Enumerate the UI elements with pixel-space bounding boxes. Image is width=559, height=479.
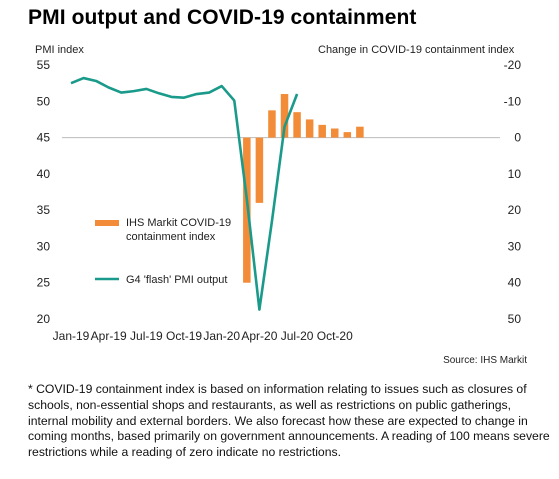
source-note: Source: IHS Markit [443,355,527,366]
right-tick-0: 0 [514,131,521,145]
left-tick-35: 35 [37,203,51,217]
left-tick-45: 45 [37,131,51,145]
footnote: * COVID-19 containment index is based on… [28,382,550,460]
containment-bar-2020-04 [255,137,264,203]
left-axis-title: PMI index [35,44,84,56]
containment-bar-2020-08 [305,119,314,138]
containment-bar-2020-09 [318,124,326,138]
right-tick-20: 20 [508,203,522,217]
pmi-output-line [70,76,299,311]
right-tick--20: -20 [504,58,522,72]
legend-swatch-containment [95,220,119,226]
left-axis-ticks: 20 25 30 35 40 45 50 55 [37,58,51,326]
left-tick-25: 25 [37,276,51,290]
left-tick-50: 50 [37,94,51,108]
right-tick-10: 10 [508,167,522,181]
right-axis-ticks: -20 -10 0 10 20 30 40 50 [504,58,522,326]
containment-bars [243,94,364,283]
x-tick-apr-20: Apr-20 [241,329,277,343]
left-tick-55: 55 [37,58,51,72]
containment-bar-2020-11 [343,132,352,138]
chart-title: PMI output and COVID-19 containment [28,6,417,29]
left-tick-40: 40 [37,167,51,181]
pmi-covid-chart: PMI index Change in COVID-19 containment… [35,44,527,366]
legend-label-pmi: G4 'flash' PMI output [126,274,227,286]
x-tick-apr-19: Apr-19 [91,329,127,343]
legend-label-containment-line1: IHS Markit COVID-19 [126,217,231,229]
legend-label-containment-line2: containment index [126,231,216,243]
containment-bar-2020-10 [331,128,339,138]
containment-bar-2020-05 [268,110,276,138]
x-tick-jan-19: Jan-19 [53,329,90,343]
left-tick-20: 20 [37,312,51,326]
right-tick-40: 40 [508,276,522,290]
right-tick--10: -10 [504,94,522,108]
x-tick-jan-20: Jan-20 [203,329,240,343]
right-tick-50: 50 [508,312,522,326]
x-axis-ticks: Jan-19 Apr-19 Jul-19 Oct-19 Jan-20 Apr-20 Jul-… [53,329,353,343]
containment-bar-2020-06 [280,94,289,138]
x-tick-jul-19: Jul-19 [130,329,163,343]
right-tick-30: 30 [508,239,522,253]
x-tick-jul-20: Jul-20 [281,329,314,343]
right-axis-title: Change in COVID-19 containment index [318,44,515,56]
left-tick-30: 30 [37,239,51,253]
containment-bar-2020-12 [356,126,364,138]
x-tick-oct-20: Oct-20 [317,329,353,343]
x-tick-oct-19: Oct-19 [166,329,202,343]
containment-bar-2020-07 [293,112,301,138]
